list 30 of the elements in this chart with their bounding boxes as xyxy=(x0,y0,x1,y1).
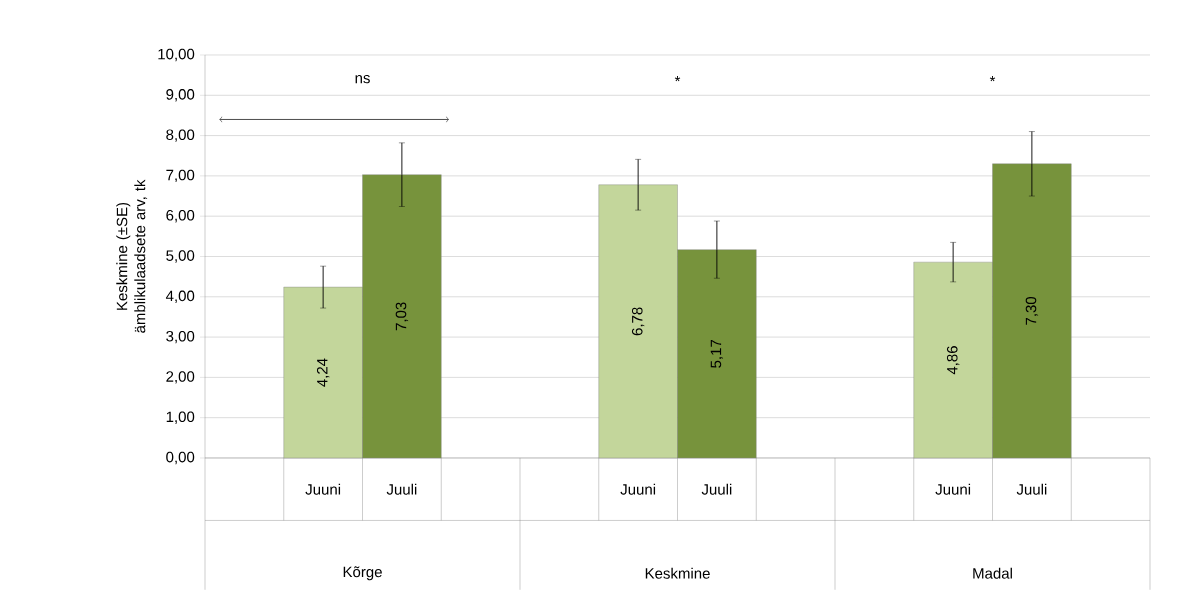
data-label: 4,86 xyxy=(946,346,960,375)
y-tick-label: 5,00 xyxy=(166,250,195,263)
annotation: * xyxy=(989,76,996,82)
x-tick-label: Madal xyxy=(973,567,1012,579)
data-label: 5,17 xyxy=(710,339,724,368)
series-label: Juuli xyxy=(386,483,417,495)
data-label: 7,30 xyxy=(1025,296,1039,325)
y-tick-label: 8,00 xyxy=(166,129,195,142)
data-label: 7,03 xyxy=(395,302,409,331)
annotation: * xyxy=(674,76,681,82)
y-axis-title: Keskmine (±SE) ämblikulaadsete arv, tk xyxy=(116,179,148,333)
data-label: 4,24 xyxy=(316,358,330,387)
y-tick-label: 6,00 xyxy=(166,209,195,223)
annotation: ns xyxy=(355,75,370,84)
text: Juuli xyxy=(1016,483,1047,495)
y-tick-label: 4,00 xyxy=(165,290,195,303)
series-label: Juuni xyxy=(305,483,341,495)
y-tick-label: 2,00 xyxy=(166,371,195,384)
text: Juuni xyxy=(935,483,971,495)
text: Juuni xyxy=(620,483,656,495)
y-tick-label: 0,00 xyxy=(166,451,195,465)
y-tick-label: 7,00 xyxy=(166,169,195,183)
x-tick-label: Keskmine xyxy=(645,567,710,579)
y-tick-label: 1,00 xyxy=(166,411,195,424)
data-label: 6,78 xyxy=(631,307,645,336)
y-tick-label: 9,00 xyxy=(166,89,195,102)
x-tick-label: Kõrge xyxy=(343,566,382,581)
text: Juuli xyxy=(701,483,732,495)
y-tick-label: 10,00 xyxy=(158,48,195,62)
y-tick-label: 3,00 xyxy=(166,330,195,344)
